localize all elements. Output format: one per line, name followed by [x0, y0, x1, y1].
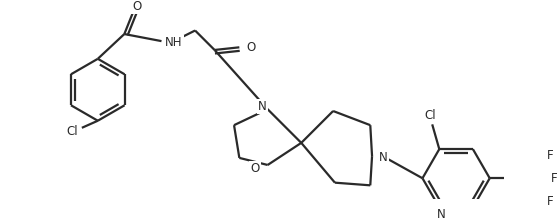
Text: O: O [247, 41, 255, 54]
Text: Cl: Cl [67, 125, 78, 138]
Text: F: F [547, 149, 553, 162]
Text: N: N [258, 100, 267, 113]
Text: F: F [547, 195, 553, 208]
Text: N: N [437, 208, 446, 219]
Text: O: O [132, 0, 141, 13]
Text: F: F [551, 172, 558, 185]
Text: O: O [250, 162, 260, 175]
Text: NH: NH [165, 36, 183, 49]
Text: Cl: Cl [425, 109, 436, 122]
Text: N: N [379, 151, 388, 164]
